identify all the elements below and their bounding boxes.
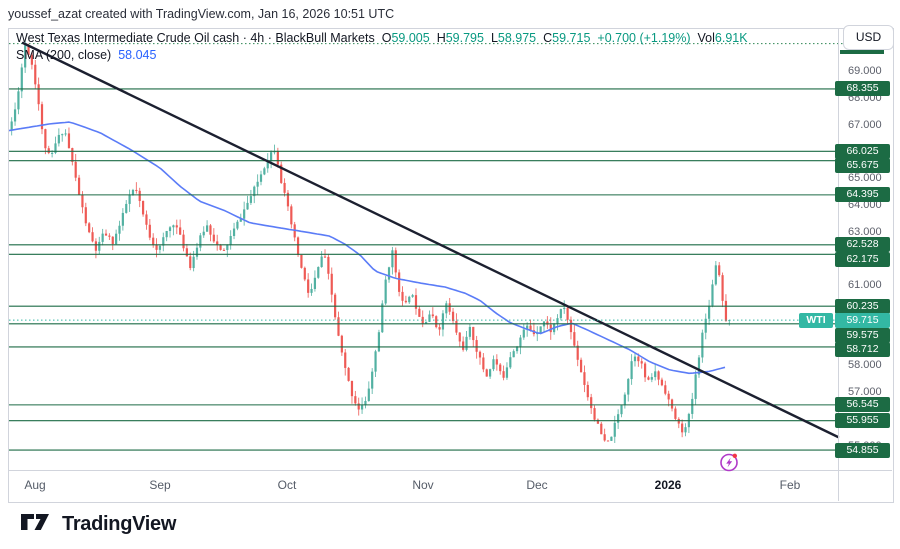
level-price-label: 58.712 (835, 342, 890, 358)
price-tick-label: 67.000 (848, 118, 882, 131)
footer: TradingView (20, 511, 176, 538)
level-price-label: 65.675 (835, 158, 890, 174)
price-tick-label: 58.000 (848, 359, 882, 372)
time-axis-label: Feb (779, 478, 801, 492)
level-price-label: 64.395 (835, 187, 890, 203)
currency-usd-button[interactable]: USD (843, 25, 894, 50)
level-price-label: 60.235 (835, 298, 890, 314)
symbol-title: West Texas Intermediate Crude Oil cash ·… (16, 31, 375, 45)
price-tick-label: 65.000 (848, 172, 882, 185)
ohlc-close: C59.715 (543, 31, 591, 45)
time-axis-label: 2026 (654, 478, 682, 492)
attribution-text: youssef_azat created with TradingView.co… (8, 7, 395, 21)
tradingview-logo-text[interactable]: TradingView (62, 513, 177, 535)
level-price-label: 56.545 (835, 397, 890, 413)
time-axis-label: Sep (149, 478, 171, 492)
volume: Vol6.91K (697, 31, 748, 45)
time-axis-divider (8, 470, 892, 471)
level-price-label: 59.575 (835, 327, 890, 343)
price-tick-label: 69.000 (848, 65, 882, 78)
price-tick-label: 57.000 (848, 386, 882, 399)
sma-label: SMA (200, close) (16, 48, 112, 62)
sma-value: 58.045 (118, 48, 157, 62)
time-axis-label: Oct (277, 478, 297, 492)
level-price-label: 55.955 (835, 413, 890, 429)
time-axis-label: Dec (526, 478, 548, 492)
legend-sma-row[interactable]: SMA (200, close) 58.045 (16, 48, 748, 62)
ohlc-high: H59.795 (436, 31, 484, 45)
tradingview-logo-icon[interactable] (20, 511, 54, 538)
price-tick-label: 63.000 (848, 225, 882, 238)
events-lightning-icon[interactable] (718, 451, 740, 473)
time-axis-label: Nov (412, 478, 434, 492)
time-axis-label: Aug (24, 478, 46, 492)
hidden-level-label-sliver (840, 50, 884, 54)
legend-symbol-row[interactable]: West Texas Intermediate Crude Oil cash ·… (16, 31, 748, 45)
level-price-label: 62.528 (835, 237, 890, 253)
level-price-label: 54.855 (835, 442, 890, 458)
ohlc-open: O59.005 (381, 31, 430, 45)
level-price-label: 66.025 (835, 143, 890, 159)
legend: West Texas Intermediate Crude Oil cash ·… (16, 31, 748, 62)
level-price-label: 68.355 (835, 81, 890, 97)
level-price-label: 62.175 (835, 251, 890, 267)
ohlc-low: L58.975 (490, 31, 537, 45)
price-change: +0.700 (+1.19%) (597, 31, 691, 45)
symbol-price-tag: WTI (799, 313, 833, 329)
current-price-label: 59.715 (835, 313, 890, 329)
price-tick-label: 61.000 (848, 279, 882, 292)
